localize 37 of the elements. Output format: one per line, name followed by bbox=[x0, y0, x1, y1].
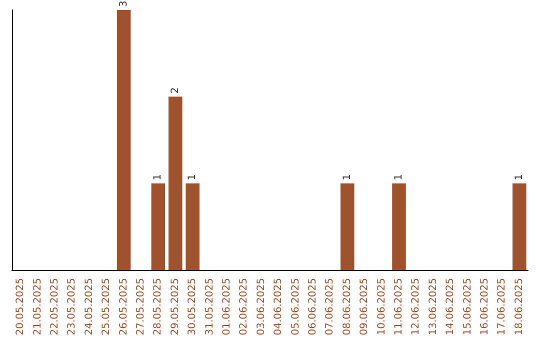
x-tick-label: 09.06.2025 bbox=[359, 278, 370, 336]
x-tick-label: 25.05.2025 bbox=[101, 278, 112, 336]
x-tick-label: 23.05.2025 bbox=[66, 278, 78, 336]
x-tick-label: 22.05.2025 bbox=[50, 278, 60, 336]
x-tick-label: 06.06.2025 bbox=[308, 278, 318, 336]
x-tick-label: 01.06.2025 bbox=[222, 278, 232, 336]
data-label: 2 bbox=[170, 87, 181, 94]
x-tick-label: 27.05.2025 bbox=[136, 278, 146, 336]
x-tick-label: 29.05.2025 bbox=[170, 278, 181, 336]
x-tick-label: 07.06.2025 bbox=[324, 278, 336, 336]
x-tick-label: 24.05.2025 bbox=[84, 278, 95, 336]
x-tick-label: 10.06.2025 bbox=[376, 278, 388, 336]
x-tick-label: 02.06.2025 bbox=[238, 278, 250, 336]
x-tick-label: 31.05.2025 bbox=[204, 278, 216, 336]
x-tick-label: 11.06.2025 bbox=[394, 278, 404, 336]
x-tick-label: 28.05.2025 bbox=[152, 278, 164, 336]
x-tick-label: 16.06.2025 bbox=[480, 278, 490, 336]
x-tick-label: 05.06.2025 bbox=[290, 278, 302, 336]
x-tick-label: 30.05.2025 bbox=[187, 278, 198, 336]
x-tick-label: 21.05.2025 bbox=[32, 278, 44, 336]
x-tick-label: 18.06.2025 bbox=[514, 278, 525, 336]
x-tick-label: 15.06.2025 bbox=[462, 278, 474, 336]
x-tick-label: 26.05.2025 bbox=[118, 278, 130, 336]
x-tick-label: 03.06.2025 bbox=[256, 278, 267, 336]
data-label: 3 bbox=[118, 0, 130, 7]
x-tick-label: 08.06.2025 bbox=[342, 278, 353, 336]
x-tick-label: 14.06.2025 bbox=[445, 278, 456, 336]
x-tick-label: 13.06.2025 bbox=[428, 278, 439, 336]
data-label: 1 bbox=[187, 174, 198, 180]
x-tick-label: 12.06.2025 bbox=[410, 278, 422, 336]
data-label: 1 bbox=[342, 174, 353, 180]
x-tick-label: 04.06.2025 bbox=[273, 278, 284, 336]
x-tick-label: 20.05.2025 bbox=[15, 278, 26, 336]
data-label: 1 bbox=[152, 174, 164, 180]
data-label: 1 bbox=[514, 174, 525, 180]
x-tick-label: 17.06.2025 bbox=[496, 278, 508, 336]
data-label: 1 bbox=[394, 174, 404, 180]
